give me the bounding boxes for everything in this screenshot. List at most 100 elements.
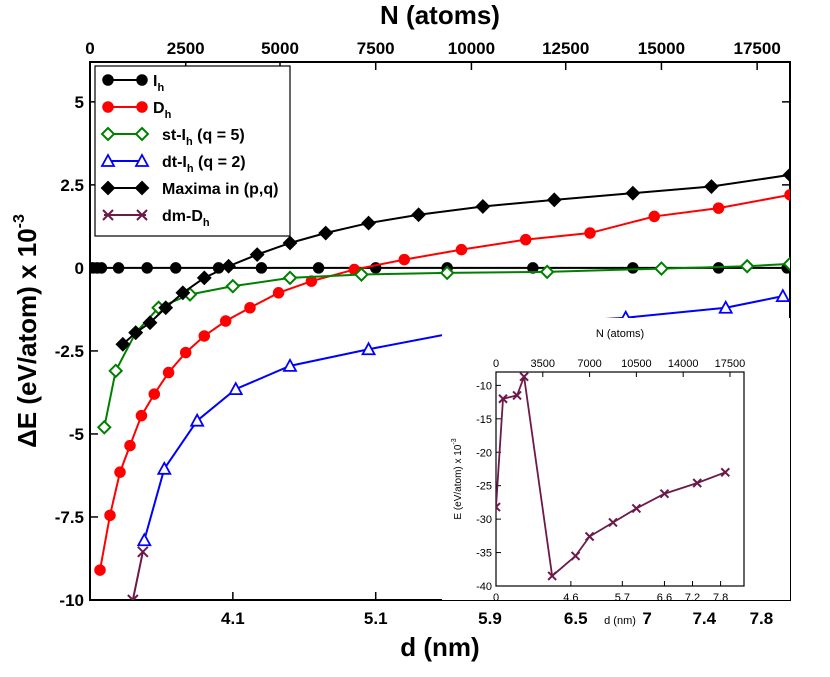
inset-data-point <box>631 503 642 514</box>
data-point-Dh <box>398 253 411 266</box>
data-point-Dh <box>272 287 285 299</box>
data-point-Maxima <box>282 235 298 251</box>
inset-x-tick-label: 6.6 <box>657 592 672 604</box>
data-point-Ih <box>169 262 182 274</box>
data-point-Dh <box>198 330 211 342</box>
legend-marker <box>136 101 148 113</box>
data-point-dm-Dh <box>121 612 131 622</box>
data-point-Maxima <box>249 247 265 263</box>
x2-tick-label: 0 <box>85 39 94 58</box>
legend-label-suffix: (q = 5) <box>193 127 245 144</box>
inset-data-point <box>570 551 581 561</box>
inset-y-title-exp: -3 <box>451 438 458 444</box>
legend-marker <box>100 153 116 167</box>
inset-x-tick-label: 7.8 <box>713 592 728 604</box>
inset-x2-title: N (atoms) <box>596 328 644 340</box>
data-point-Dh <box>219 315 232 327</box>
inset-y-title-text: E (eV/atom) x 10 <box>453 444 464 519</box>
data-point-dm-Dh <box>127 594 135 600</box>
x-tick-label: 4.1 <box>221 609 245 628</box>
x2-tick-label: 2500 <box>167 39 205 58</box>
legend-marker <box>102 74 114 86</box>
inset-y-title-group: E (eV/atom) x 10-3 <box>451 438 464 519</box>
inset-frame <box>495 371 745 587</box>
legend-box <box>94 65 291 237</box>
data-point-Dh <box>104 509 116 522</box>
x2-tick-label: 5000 <box>261 39 299 58</box>
data-point-st-Ih <box>282 270 298 286</box>
data-point-Ih <box>112 262 125 274</box>
inset-data-point <box>498 394 508 404</box>
data-point-Dh <box>712 202 725 214</box>
data-point-Dh <box>162 366 175 379</box>
legend-label-suffix: (q = 2) <box>194 154 246 171</box>
data-point-Ih <box>95 262 108 274</box>
y-axis-title-text: ΔE (eV/atom) x 10 <box>12 228 42 448</box>
series-Maxima <box>115 167 790 352</box>
inset-y-tick-label: -30 <box>476 514 492 526</box>
series-dm-Dh <box>121 546 149 622</box>
y-tick-label: 2.5 <box>60 176 84 195</box>
y-axis-title: ΔE (eV/atom) x 10-3 <box>11 214 42 448</box>
data-point-Dh <box>135 409 148 422</box>
inset-x2-tick-label: 14000 <box>668 358 699 370</box>
inset-data-point <box>496 502 501 509</box>
inset-x2-tick-label: 0 <box>493 358 499 370</box>
inset-x-tick-label: 5.7 <box>615 592 630 604</box>
x2-tick-label: 10000 <box>448 39 495 58</box>
legend-label: dm-Dh <box>162 208 210 229</box>
inset-data-point <box>519 372 529 382</box>
legend-marker <box>134 126 150 142</box>
data-point-st-Ih <box>354 267 369 282</box>
inset-y-tick-label: -15 <box>476 414 492 426</box>
data-point-Ih <box>255 262 268 274</box>
y-tick-label: -2.5 <box>55 342 84 361</box>
data-point-dt-Ih <box>282 357 298 372</box>
inset-data-point <box>692 478 702 488</box>
x2-tick-label: 12500 <box>542 39 589 58</box>
data-point-Dh <box>179 346 192 359</box>
inset-data-point <box>496 505 501 512</box>
data-point-st-Ih <box>225 278 241 294</box>
inset-y-title: E (eV/atom) x 10-3 <box>451 438 464 519</box>
series-line-dt-Ih <box>143 295 784 541</box>
series-Ih <box>90 262 790 274</box>
legend-label: st-Ih (q = 5) <box>162 127 245 148</box>
data-point-dt-Ih <box>228 381 244 396</box>
y-axis-title-group: ΔE (eV/atom) x 10-3 <box>11 214 42 448</box>
x-tick-label: 7 <box>642 609 651 628</box>
inset-y-tick-label: -35 <box>476 548 492 560</box>
inset-data-point <box>547 571 557 581</box>
legend-label-text: Maxima in (p,q) <box>162 181 278 198</box>
data-point-Maxima <box>175 285 191 301</box>
series-Dh <box>94 189 790 576</box>
data-point-Maxima <box>221 258 236 274</box>
data-point-Ih <box>627 262 639 274</box>
y-tick-label: -5 <box>69 425 84 444</box>
data-point-Maxima <box>625 185 641 201</box>
legend-label-sub: h <box>165 109 172 121</box>
data-point-st-Ih <box>96 419 112 435</box>
x2-axis-title: N (atoms) <box>380 0 500 30</box>
x-tick-label: 7.8 <box>750 609 774 628</box>
data-point-dt-Ih <box>775 288 790 303</box>
x2-tick-label: 15000 <box>638 39 685 58</box>
y-tick-label: -7.5 <box>55 508 84 527</box>
inset-y-tick-label: -25 <box>476 481 492 493</box>
data-point-dt-Ih <box>156 460 172 475</box>
inset-x2-tick-label: 7000 <box>577 358 601 370</box>
legend-marker <box>100 180 116 196</box>
legend-label-text: dt-I <box>162 154 187 171</box>
legend-marker <box>102 209 114 221</box>
x-tick-label: 5.1 <box>364 609 388 628</box>
inset-x2-tick-label: 3500 <box>531 358 555 370</box>
data-point-dm-Dh <box>121 612 131 622</box>
legend-label: dt-Ih (q = 2) <box>162 154 246 175</box>
data-point-dm-Dh <box>137 546 149 558</box>
legend-marker <box>134 180 150 196</box>
data-point-Ih <box>141 262 153 274</box>
inset-x-tick-label: 4.6 <box>563 592 578 604</box>
data-point-Maxima <box>475 199 491 214</box>
